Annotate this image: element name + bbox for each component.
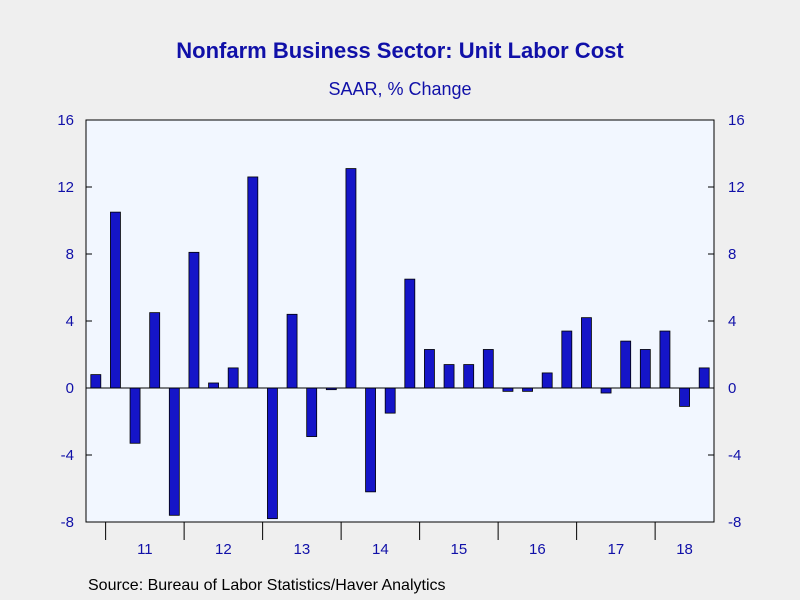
bar [502,387,514,392]
y-tick-label-right: 8 [728,246,736,263]
bar [365,387,376,493]
bar [247,176,259,389]
y-tick-label-left: 0 [66,380,74,397]
y-tick-label-right: 4 [728,313,736,330]
bar [267,387,278,520]
y-tick-label-right: -4 [728,447,741,464]
x-axis: 11 12 13 14 15 16 17 18 [105,522,693,558]
bar [208,382,219,389]
x-year-label: 18 [676,541,693,558]
bar [345,168,357,389]
y-tick-label-left: 16 [57,112,74,129]
x-year-label: 17 [608,541,625,558]
chart-subtitle: SAAR, % Change [328,79,472,99]
source-note: Source: Bureau of Labor Statistics/Haver… [88,577,446,594]
left-y-axis: -8 -4 0 4 8 12 16 [57,112,92,531]
y-tick-label-left: -4 [61,447,74,464]
x-year-label: 11 [137,541,153,558]
x-year-label: 16 [529,541,546,558]
bar [424,349,435,389]
y-tick-label-right: 0 [728,380,736,397]
bar [286,313,298,389]
chart-title: Nonfarm Business Sector: Unit Labor Cost [176,38,624,63]
x-year-label: 15 [451,541,468,558]
bar [482,349,494,389]
bar [659,330,671,389]
bar [110,211,121,389]
y-tick-label-left: -8 [61,514,74,531]
y-tick-label-left: 8 [66,246,74,263]
bar [561,330,573,389]
y-tick-label-left: 12 [57,179,74,196]
bar [443,364,455,389]
bar [698,367,710,389]
bar [90,374,102,389]
bar [168,387,180,516]
bar [600,387,612,394]
bar [306,387,318,437]
y-tick-label-right: 12 [728,179,745,196]
bar [581,317,592,389]
bar [522,387,533,392]
bar [384,387,396,414]
x-year-label: 14 [372,541,389,558]
x-year-label: 12 [215,541,232,558]
x-year-label: 13 [294,541,311,558]
bar [149,312,161,389]
bar [639,349,651,389]
bar [620,340,632,389]
bar [227,367,239,389]
bar [679,387,690,407]
bar [404,278,416,389]
plot-area [85,119,715,523]
y-tick-label-left: 4 [66,313,74,330]
y-tick-label-right: -8 [728,514,741,531]
bar [463,364,475,389]
bar [541,372,553,389]
y-tick-label-right: 16 [728,112,745,129]
right-y-axis: -8 -4 0 4 8 12 16 [708,112,745,531]
bar [129,387,141,444]
bar [188,251,200,389]
